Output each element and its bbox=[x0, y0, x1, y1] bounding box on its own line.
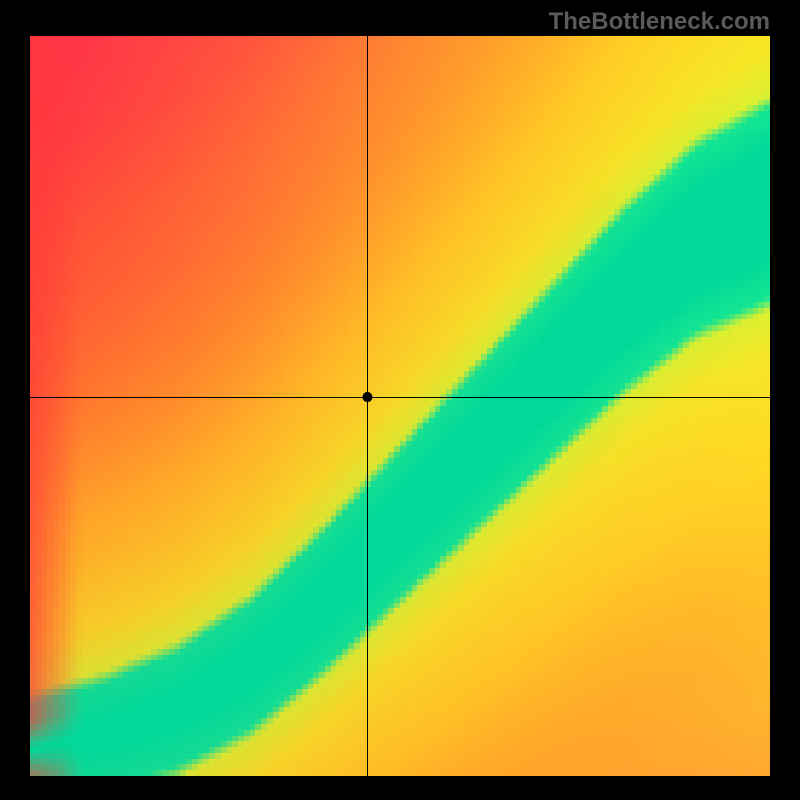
watermark-text: TheBottleneck.com bbox=[549, 8, 770, 36]
figure-container: { "watermark": { "text": "TheBottleneck.… bbox=[0, 0, 800, 800]
bottleneck-heatmap bbox=[30, 36, 770, 776]
